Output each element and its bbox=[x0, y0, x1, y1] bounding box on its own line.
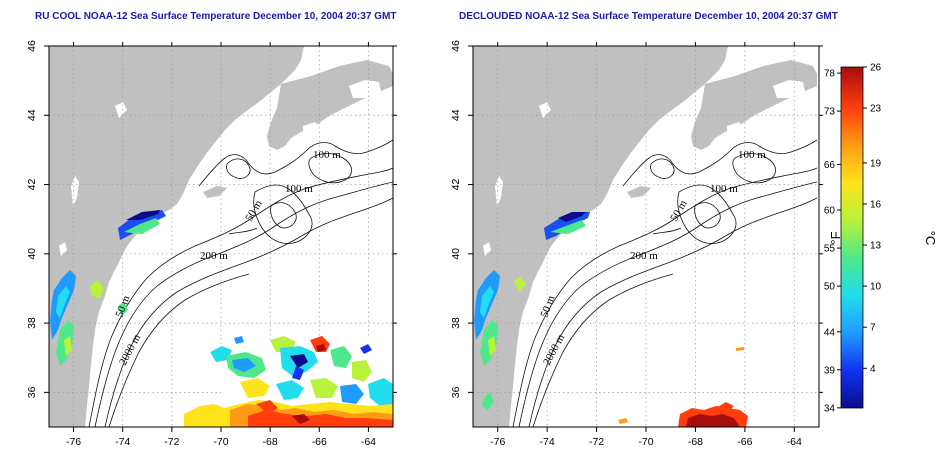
panel-rucool: RU COOL NOAA-12 Sea Surface Temperature … bbox=[26, 11, 397, 448]
x-tick-label: -68 bbox=[263, 436, 278, 448]
colorbar-c-label: 23 bbox=[870, 104, 882, 115]
colorbar-f-label: 78 bbox=[824, 69, 836, 80]
axis-ticks-rucool: -76 -74 -72 -70 -68 -66 -64 36 38 40 42 44 46 bbox=[26, 40, 397, 448]
y-tick-label: 40 bbox=[26, 248, 38, 260]
x-tick-label: -64 bbox=[361, 436, 376, 448]
panel-title-rucool: RU COOL NOAA-12 Sea Surface Temperature … bbox=[35, 11, 396, 22]
x-tick-label: -72 bbox=[164, 436, 179, 448]
colorbar-f-label: 66 bbox=[824, 160, 836, 171]
axis-ticks-declouded: -76 -74 -72 -70 -68 -66 -64 36 38 40 42 44 46 bbox=[450, 40, 823, 448]
contour-label-200m-r: 200 m bbox=[630, 250, 658, 262]
colorbar-f-label: 34 bbox=[824, 403, 836, 414]
contour-label-100m-b: 100 m bbox=[285, 183, 313, 195]
colorbar-f-label: 60 bbox=[824, 206, 836, 217]
x-tick-label: -66 bbox=[312, 436, 327, 448]
x-tick-label: -64 bbox=[787, 436, 802, 448]
map-area-declouded: 100 m 100 m 50 m 200 m 50 m 2000 m bbox=[473, 46, 819, 427]
contour-label-100m-b-r: 100 m bbox=[710, 183, 738, 195]
x-tick-label: -74 bbox=[115, 436, 130, 448]
y-tick-label: 42 bbox=[26, 179, 38, 191]
graticule-declouded bbox=[473, 46, 819, 427]
x-tick-label: -76 bbox=[66, 436, 81, 448]
colorbar-scale bbox=[840, 66, 864, 409]
colorbar-c-label: 26 bbox=[870, 63, 882, 74]
contour-label-100m-a: 100 m bbox=[313, 149, 341, 161]
x-tick-label: -74 bbox=[540, 436, 555, 448]
colorbar-unit-celsius: °C bbox=[923, 231, 938, 246]
y-tick-label: 46 bbox=[26, 40, 38, 52]
y-tick-label: 40 bbox=[450, 248, 462, 260]
colorbar-unit-fahrenheit: °F bbox=[828, 231, 843, 244]
contour-label-100m-a-r: 100 m bbox=[738, 149, 766, 161]
x-tick-label: -66 bbox=[737, 436, 752, 448]
x-tick-label: -68 bbox=[688, 436, 703, 448]
y-tick-label: 42 bbox=[450, 179, 462, 191]
sst-data-declouded bbox=[474, 212, 748, 427]
colorbar-f-label: 44 bbox=[824, 327, 836, 338]
colorbar-f-label: 50 bbox=[824, 282, 836, 293]
colorbar-f-label: 39 bbox=[824, 365, 836, 376]
y-tick-label: 38 bbox=[26, 317, 38, 329]
colorbar-fahrenheit-ticks: 78 73 66 60 55 50 44 39 34 bbox=[824, 69, 841, 414]
colorbar-c-label: 19 bbox=[870, 158, 882, 169]
colorbar: 78 73 66 60 55 50 44 39 34 26 23 19 16 13 10 7 4 °F °C bbox=[824, 63, 938, 415]
map-area-rucool: 100 m 100 m 50 m 200 m 50 m 2000 m bbox=[49, 46, 393, 427]
panel-declouded: DECLOUDED NOAA-12 Sea Surface Temperatur… bbox=[450, 11, 838, 448]
y-tick-label: 46 bbox=[450, 40, 462, 52]
panel-title-declouded: DECLOUDED NOAA-12 Sea Surface Temperatur… bbox=[459, 11, 838, 22]
y-tick-label: 38 bbox=[450, 317, 462, 329]
contour-label-200m: 200 m bbox=[200, 250, 228, 262]
colorbar-f-label: 55 bbox=[824, 244, 836, 255]
colorbar-c-label: 4 bbox=[870, 364, 876, 375]
y-tick-label: 36 bbox=[450, 386, 462, 398]
colorbar-c-label: 10 bbox=[870, 282, 882, 293]
sst-data-rucool bbox=[50, 210, 393, 427]
colorbar-c-label: 16 bbox=[870, 199, 882, 210]
colorbar-c-label: 7 bbox=[870, 323, 876, 334]
colorbar-f-label: 73 bbox=[824, 107, 836, 118]
x-tick-label: -76 bbox=[490, 436, 505, 448]
y-tick-label: 44 bbox=[26, 109, 38, 121]
x-tick-label: -70 bbox=[638, 436, 653, 448]
y-tick-label: 36 bbox=[26, 386, 38, 398]
colorbar-c-label: 13 bbox=[870, 241, 882, 252]
x-tick-label: -70 bbox=[213, 436, 228, 448]
colorbar-celsius-ticks: 26 23 19 16 13 10 7 4 bbox=[863, 63, 882, 375]
y-tick-label: 44 bbox=[450, 109, 462, 121]
x-tick-label: -72 bbox=[589, 436, 604, 448]
